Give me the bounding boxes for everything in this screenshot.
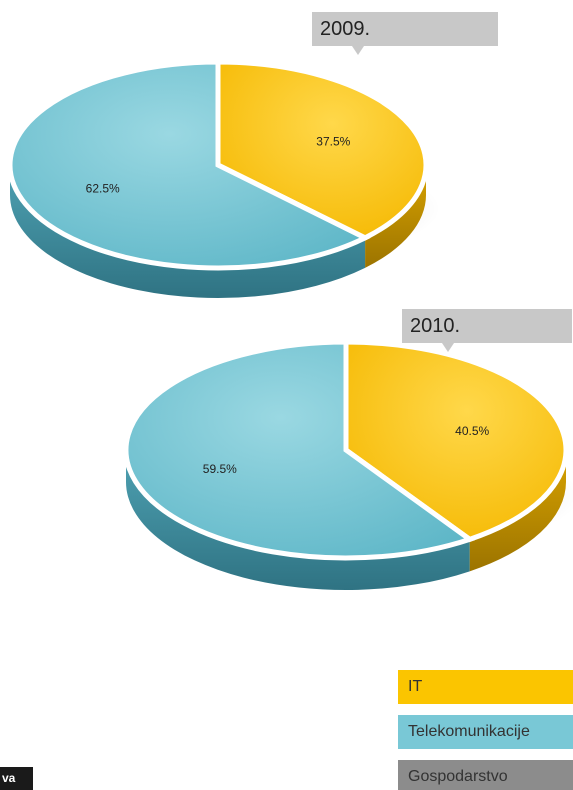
pie-slice xyxy=(7,59,371,271)
year-callout-2009: 2009. xyxy=(312,12,498,55)
data-label: 59.5% xyxy=(203,462,237,476)
year-label: 2010. xyxy=(410,315,461,337)
legend-item-gospodarstvo: Gospodarstvo xyxy=(398,760,573,790)
pie-2010: 40.5% 59.5% xyxy=(123,339,573,590)
pie-2009: 37.5% 62.5% xyxy=(7,59,440,298)
pie-layer: 37.5% 62.5% 40.5% 59.5% xyxy=(7,59,573,590)
data-label: 62.5% xyxy=(86,182,120,196)
pie-slice xyxy=(215,59,429,241)
corner-tag: va xyxy=(0,767,33,790)
pie-slice xyxy=(123,339,476,561)
legend-item-it: IT xyxy=(398,670,573,704)
pie-slice-side xyxy=(365,165,426,268)
pie-slice-side xyxy=(126,450,470,590)
legend-item-telekomunikacije: Telekomunikacije xyxy=(398,715,573,749)
year-callout-2010: 2010. xyxy=(402,309,572,352)
legend-label: Telekomunikacije xyxy=(408,723,530,740)
legend-label: IT xyxy=(408,678,423,695)
data-label: 37.5% xyxy=(316,134,350,148)
corner-tag-text: va xyxy=(2,771,16,785)
legend-label: Gospodarstvo xyxy=(408,768,508,785)
year-label: 2009. xyxy=(320,18,371,40)
data-label: 40.5% xyxy=(455,424,489,438)
pie-slice-side xyxy=(469,450,566,572)
pie-slice xyxy=(343,339,569,543)
